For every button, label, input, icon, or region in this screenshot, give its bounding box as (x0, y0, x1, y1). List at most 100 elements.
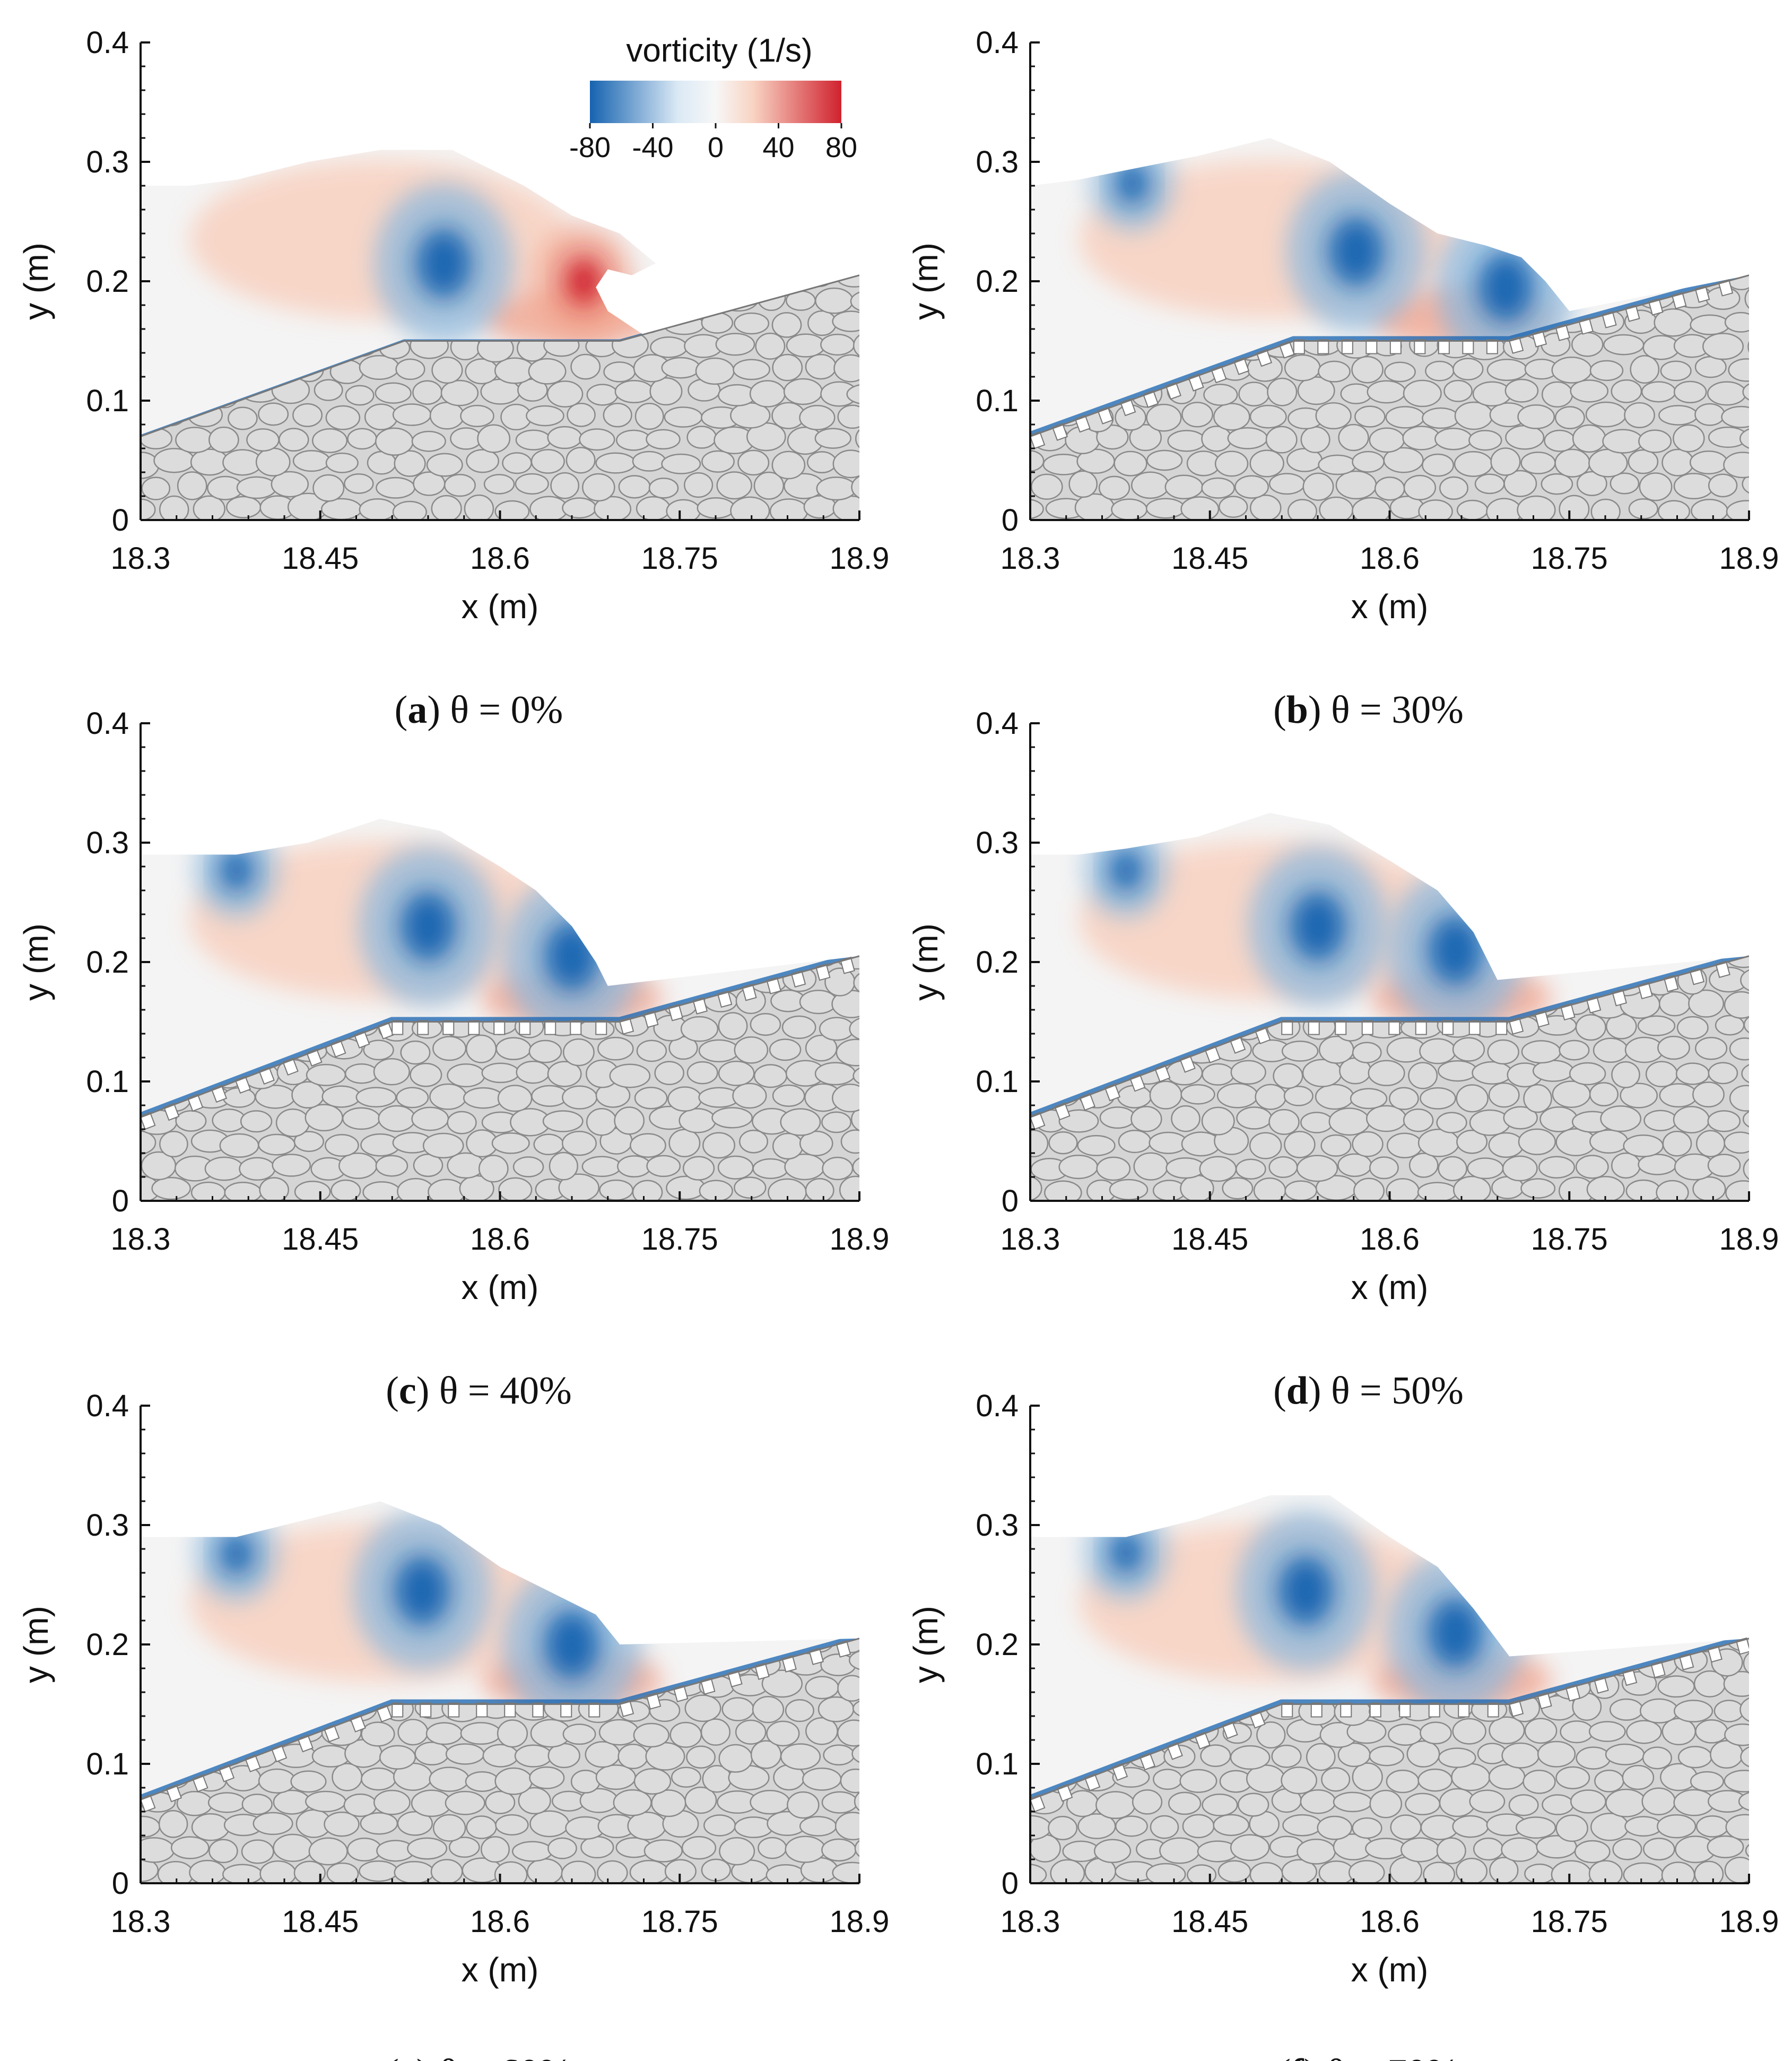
stone (1114, 451, 1147, 477)
stone (430, 1859, 463, 1883)
stone (1534, 244, 1572, 266)
stone (361, 1767, 396, 1791)
stone (1605, 1743, 1645, 1765)
stone (772, 1084, 805, 1107)
stone (1237, 1792, 1269, 1817)
stone (392, 403, 432, 426)
stone (1594, 1769, 1624, 1792)
stone (849, 1016, 859, 1041)
armour-gap (1624, 304, 1640, 322)
stone (1630, 355, 1660, 384)
stone (1695, 1719, 1728, 1744)
stone (562, 497, 597, 519)
stone (562, 1724, 596, 1745)
stone (721, 1697, 754, 1721)
stone (1611, 379, 1642, 403)
stone (1030, 449, 1045, 472)
armour-gap (1663, 974, 1679, 992)
stone (373, 1789, 411, 1815)
stone (1419, 1038, 1457, 1064)
stone (582, 876, 618, 903)
stone (397, 1719, 429, 1746)
stone (1626, 1720, 1662, 1744)
stone (821, 1838, 857, 1862)
stone (1418, 499, 1453, 520)
stone (1386, 1769, 1420, 1794)
stone (1443, 379, 1473, 402)
stone (1502, 1155, 1538, 1182)
stone (1167, 430, 1206, 452)
stone (485, 1790, 516, 1814)
stone (1354, 405, 1386, 428)
stone (855, 193, 884, 216)
y-tick-label: 0.4 (86, 25, 129, 60)
caption-label: b (1286, 688, 1308, 732)
stone (649, 238, 686, 265)
stone (838, 218, 877, 243)
stone (1639, 245, 1671, 265)
vortex-core (394, 1555, 450, 1626)
stone (246, 428, 280, 452)
stone (1438, 1156, 1467, 1182)
stone (1694, 219, 1725, 240)
stone (1661, 448, 1694, 477)
stone (159, 1131, 188, 1158)
stone (1284, 1180, 1317, 1201)
stone (805, 1676, 839, 1700)
caption-text: θ = 30% (1321, 688, 1464, 732)
armour-gap (1399, 1702, 1411, 1718)
stone (1438, 1747, 1476, 1768)
stone (528, 1040, 562, 1063)
stone (1624, 1816, 1663, 1837)
stone (597, 1860, 628, 1883)
stone (840, 1768, 859, 1794)
stone (786, 191, 816, 218)
stone (1456, 1084, 1489, 1113)
stone (1031, 473, 1063, 500)
stone (1675, 1062, 1710, 1085)
stone (805, 900, 839, 923)
stone (1645, 876, 1680, 899)
panel-f: 0 0.1 0.2 0.3 0.4 18.3 18.45 18.6 18.75 18.9 x (m)… (907, 1389, 1779, 2061)
stone (1743, 1013, 1749, 1036)
stone (1383, 447, 1424, 473)
stone (1504, 378, 1539, 403)
stone (478, 1155, 509, 1183)
stone (1168, 1791, 1202, 1815)
stone (1673, 380, 1707, 404)
stone (756, 1605, 785, 1629)
stone (1271, 1744, 1302, 1768)
stone (581, 1156, 622, 1177)
stone (527, 1858, 563, 1883)
stone (1657, 500, 1691, 520)
stone (1738, 1790, 1749, 1812)
stone (1284, 354, 1321, 382)
stone (1555, 1814, 1588, 1842)
stone (207, 1792, 246, 1813)
stone (1711, 1556, 1740, 1583)
armour-gap (1602, 310, 1617, 328)
stone (1489, 1716, 1525, 1744)
stone (208, 1839, 238, 1864)
armour-gap (1707, 1645, 1723, 1663)
y-tick-label: 0 (1002, 1866, 1019, 1901)
y-tick-label: 0 (1002, 503, 1019, 538)
stone (294, 1180, 331, 1201)
stone (376, 477, 415, 499)
stone (1638, 429, 1672, 453)
stone (440, 379, 479, 406)
stone (737, 449, 770, 476)
stone (1400, 1837, 1440, 1863)
stone (684, 1786, 717, 1814)
stone (1575, 1014, 1606, 1041)
stone (1131, 471, 1170, 499)
stone (1643, 195, 1672, 218)
stone (688, 193, 720, 214)
stone (342, 1107, 381, 1130)
stone (306, 1063, 346, 1086)
stone (1740, 968, 1749, 993)
x-tick-label: 18.6 (1360, 1904, 1420, 1939)
stone (1093, 1839, 1132, 1863)
stone (1539, 923, 1568, 945)
